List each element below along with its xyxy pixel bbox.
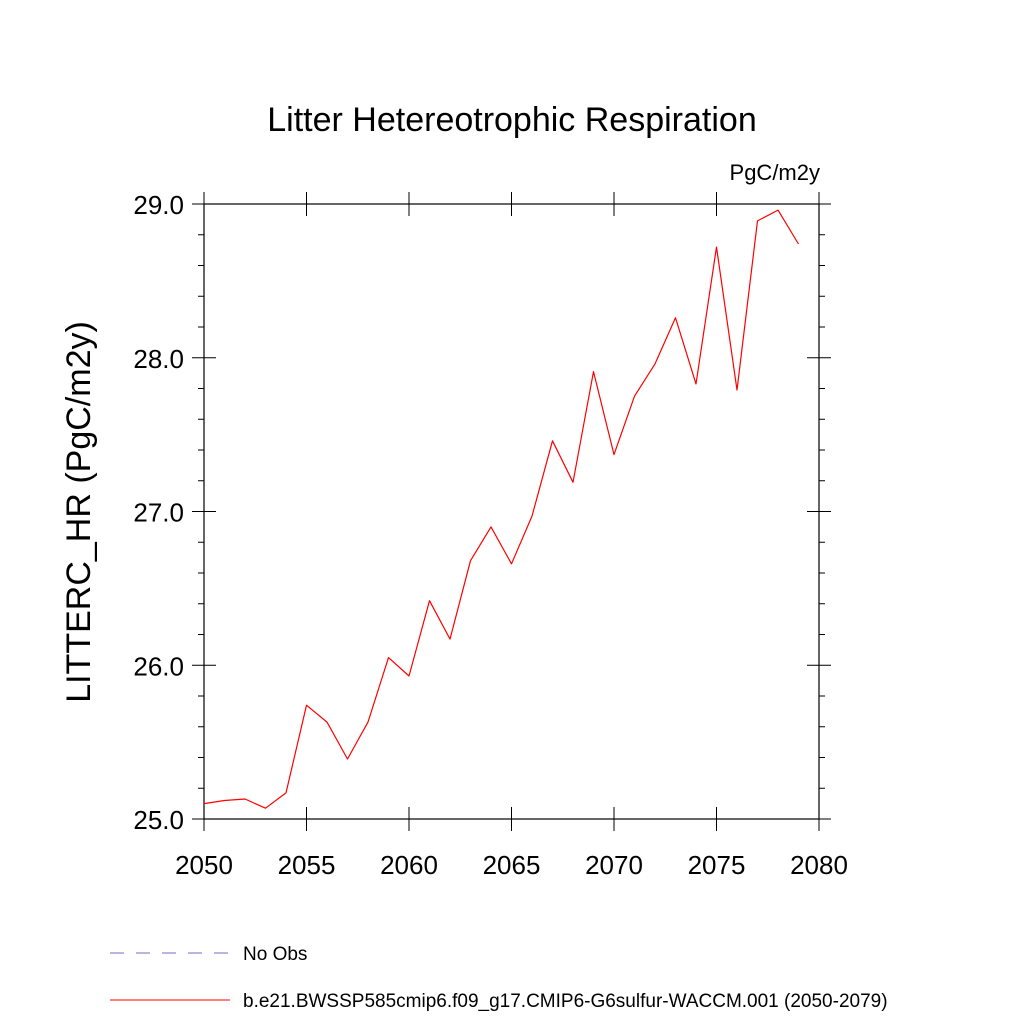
chart-units-label: PgC/m2y [730,160,820,185]
x-tick-label: 2065 [483,850,541,880]
x-axis: 2050 2055 2060 2065 2070 2075 2080 [175,192,848,880]
plot-frame [203,203,820,820]
x-tick-label: 2070 [585,850,643,880]
legend-label: b.e21.BWSSP585cmip6.f09_g17.CMIP6-G6sulf… [243,991,888,1012]
series-line [203,209,800,809]
y-tick-label: 27.0 [133,498,184,528]
series-layer [203,209,800,809]
y-tick-label: 29.0 [133,190,184,220]
y-tick-label: 25.0 [133,805,184,835]
x-tick-label: 2055 [278,850,336,880]
y-axis: 25.0 26.0 27.0 28.0 29.0 [133,190,831,835]
y-axis-label: LITTERC_HR (PgC/m2y) [60,321,98,703]
x-tick-label: 2080 [790,850,848,880]
chart-title: Litter Hetereotrophic Respiration [267,101,756,139]
y-tick-label: 26.0 [133,651,184,681]
y-tick-label: 28.0 [133,344,184,374]
x-tick-label: 2060 [380,850,438,880]
x-tick-label: 2050 [175,850,233,880]
x-tick-label: 2075 [688,850,746,880]
legend-label: No Obs [243,944,307,965]
legend: No Obs b.e21.BWSSP585cmip6.f09_g17.CMIP6-… [110,944,888,1012]
